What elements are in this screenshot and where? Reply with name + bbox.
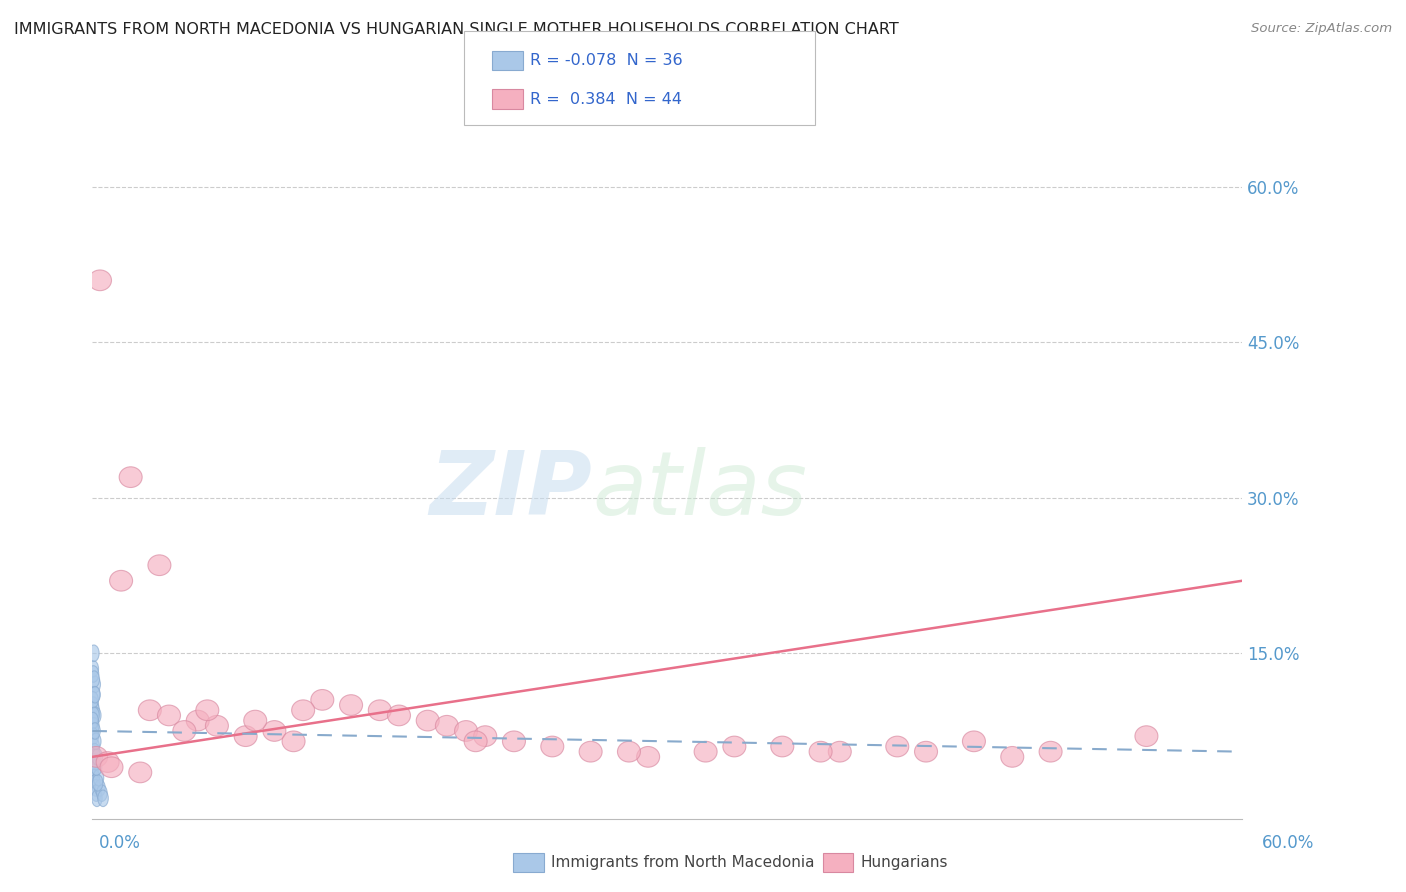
- Ellipse shape: [89, 645, 100, 662]
- Ellipse shape: [454, 721, 478, 741]
- Ellipse shape: [579, 741, 602, 762]
- Ellipse shape: [416, 710, 439, 731]
- Ellipse shape: [1135, 726, 1159, 747]
- Ellipse shape: [436, 715, 458, 736]
- Ellipse shape: [263, 721, 285, 741]
- Ellipse shape: [90, 774, 100, 791]
- Ellipse shape: [388, 705, 411, 726]
- Text: Hungarians: Hungarians: [860, 855, 948, 870]
- Ellipse shape: [91, 748, 103, 765]
- Ellipse shape: [98, 790, 108, 806]
- Ellipse shape: [368, 700, 391, 721]
- Ellipse shape: [89, 707, 100, 723]
- Ellipse shape: [89, 723, 98, 739]
- Ellipse shape: [87, 691, 98, 708]
- Ellipse shape: [89, 739, 100, 755]
- Ellipse shape: [90, 687, 100, 703]
- Ellipse shape: [474, 726, 496, 747]
- Ellipse shape: [97, 785, 107, 801]
- Ellipse shape: [138, 700, 162, 721]
- Ellipse shape: [89, 702, 100, 719]
- Ellipse shape: [89, 728, 98, 745]
- Ellipse shape: [87, 713, 98, 729]
- Ellipse shape: [89, 270, 111, 291]
- Ellipse shape: [89, 671, 100, 688]
- Ellipse shape: [90, 687, 100, 703]
- Ellipse shape: [90, 733, 101, 749]
- Text: atlas: atlas: [592, 447, 807, 533]
- Ellipse shape: [90, 780, 101, 797]
- Ellipse shape: [129, 762, 152, 783]
- Ellipse shape: [963, 731, 986, 752]
- Ellipse shape: [464, 731, 486, 752]
- Ellipse shape: [96, 752, 120, 772]
- Ellipse shape: [914, 741, 938, 762]
- Ellipse shape: [93, 774, 103, 791]
- Text: Source: ZipAtlas.com: Source: ZipAtlas.com: [1251, 22, 1392, 36]
- Ellipse shape: [90, 676, 100, 692]
- Ellipse shape: [89, 769, 100, 786]
- Ellipse shape: [120, 467, 142, 488]
- Ellipse shape: [89, 754, 100, 771]
- Ellipse shape: [283, 731, 305, 752]
- Ellipse shape: [723, 736, 745, 756]
- Ellipse shape: [148, 555, 172, 575]
- Ellipse shape: [340, 695, 363, 715]
- Ellipse shape: [89, 764, 98, 780]
- Ellipse shape: [91, 759, 101, 775]
- Ellipse shape: [87, 759, 98, 775]
- Ellipse shape: [173, 721, 195, 741]
- Ellipse shape: [89, 717, 100, 734]
- Ellipse shape: [91, 785, 101, 801]
- Ellipse shape: [1039, 741, 1062, 762]
- Ellipse shape: [541, 736, 564, 756]
- Ellipse shape: [828, 741, 851, 762]
- Ellipse shape: [502, 731, 526, 752]
- Ellipse shape: [89, 697, 98, 714]
- Ellipse shape: [93, 769, 104, 786]
- Text: 0.0%: 0.0%: [98, 834, 141, 852]
- Ellipse shape: [157, 705, 180, 726]
- Text: R = -0.078  N = 36: R = -0.078 N = 36: [530, 54, 683, 68]
- Ellipse shape: [235, 726, 257, 747]
- Ellipse shape: [91, 790, 103, 806]
- Ellipse shape: [291, 700, 315, 721]
- Ellipse shape: [90, 707, 101, 723]
- Text: ZIP: ZIP: [430, 447, 592, 533]
- Ellipse shape: [90, 723, 100, 739]
- Ellipse shape: [617, 741, 641, 762]
- Text: IMMIGRANTS FROM NORTH MACEDONIA VS HUNGARIAN SINGLE MOTHER HOUSEHOLDS CORRELATIO: IMMIGRANTS FROM NORTH MACEDONIA VS HUNGA…: [14, 22, 898, 37]
- Ellipse shape: [90, 748, 101, 765]
- Text: Immigrants from North Macedonia: Immigrants from North Macedonia: [551, 855, 814, 870]
- Ellipse shape: [1001, 747, 1024, 767]
- Ellipse shape: [243, 710, 267, 731]
- Ellipse shape: [808, 741, 832, 762]
- Ellipse shape: [770, 736, 794, 756]
- Ellipse shape: [311, 690, 333, 710]
- Ellipse shape: [100, 756, 122, 778]
- Ellipse shape: [90, 743, 100, 760]
- Ellipse shape: [195, 700, 219, 721]
- Ellipse shape: [94, 780, 105, 797]
- Text: R =  0.384  N = 44: R = 0.384 N = 44: [530, 92, 682, 106]
- Ellipse shape: [84, 747, 108, 767]
- Ellipse shape: [89, 660, 98, 677]
- Ellipse shape: [186, 710, 209, 731]
- Ellipse shape: [637, 747, 659, 767]
- Text: 60.0%: 60.0%: [1263, 834, 1315, 852]
- Ellipse shape: [110, 570, 132, 591]
- Ellipse shape: [695, 741, 717, 762]
- Ellipse shape: [886, 736, 908, 756]
- Ellipse shape: [205, 715, 228, 736]
- Ellipse shape: [89, 665, 98, 682]
